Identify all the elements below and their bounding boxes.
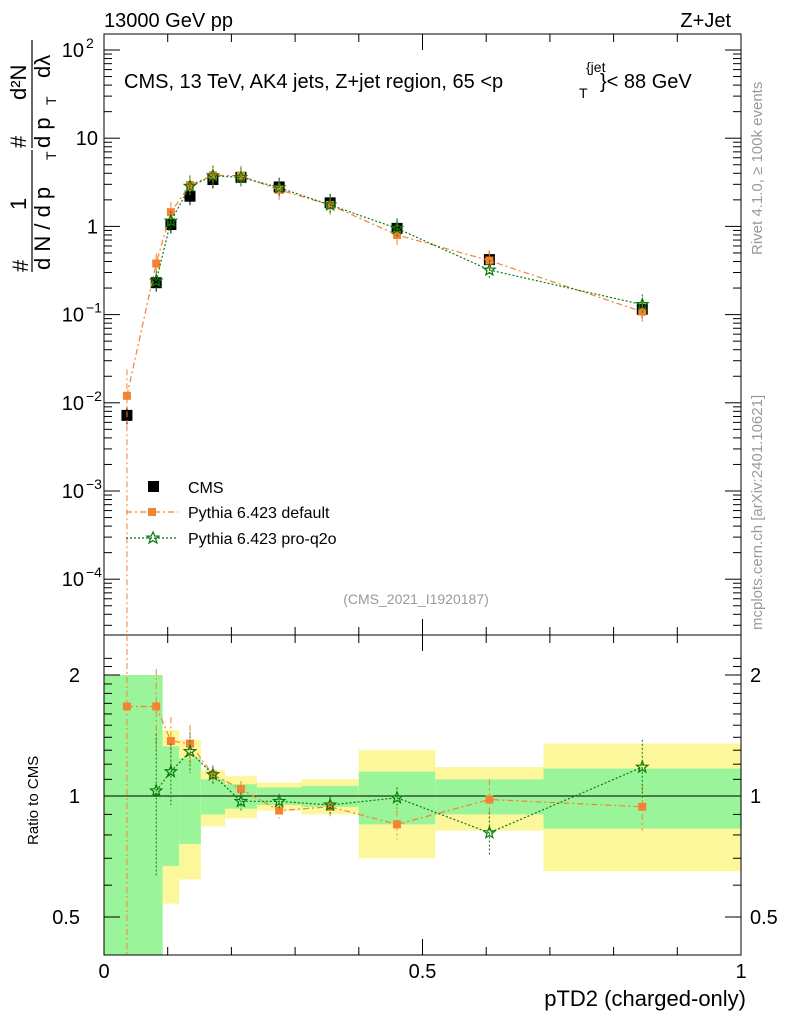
x-tick-label: 0	[98, 961, 109, 983]
chart-title-sub: T	[579, 85, 588, 101]
ratio-band-inner	[179, 758, 201, 844]
y-tick-label: 10	[62, 40, 84, 62]
proq2o-data-point	[233, 169, 249, 184]
ratio-uncertainty-bands	[104, 675, 741, 955]
ratio-default-point	[275, 806, 284, 815]
x-axis-label: pTD2 (charged-only)	[544, 986, 746, 1011]
y-tick-exponent: −3	[86, 476, 102, 492]
proq2o-data-point	[322, 197, 338, 212]
ratio-default-point	[152, 702, 161, 711]
ylabel-dn-dpt-sub: T	[43, 151, 59, 160]
legend-label-cms: CMS	[188, 480, 224, 497]
ratio-proq2o-point	[322, 797, 338, 812]
ratio-proq2o-point	[482, 825, 497, 839]
ratio-proq2o-point	[271, 793, 287, 808]
main-line-proq2o	[155, 175, 643, 306]
ratio-band-inner	[200, 779, 226, 815]
ylabel-dpt-sub: T	[43, 96, 59, 105]
proq2o-data-point	[205, 168, 221, 182]
ylabel-hash-1: #	[8, 259, 33, 272]
x-tick-label: 1	[735, 961, 746, 983]
proq2o-data-point	[634, 296, 650, 311]
ylabel-dpt: d p	[30, 117, 55, 148]
proq2o-data-point	[482, 262, 497, 277]
ratio-series	[122, 635, 650, 955]
ylabel-hash-2: #	[6, 135, 31, 148]
ratio-y-axis-label: Ratio to CMS	[25, 756, 42, 845]
ratio-proq2o-point	[182, 743, 198, 758]
analysis-watermark: (CMS_2021_I1920187)	[343, 591, 489, 607]
ylabel-dn-dpt: d N / d p	[30, 187, 55, 270]
y-tick-exponent: −2	[86, 388, 102, 404]
ratio-tick-label-right: 2	[750, 665, 761, 687]
ratio-proq2o-point	[389, 790, 405, 804]
mcplots-label: mcplots.cern.ch [arXiv:2401.10621]	[749, 395, 766, 630]
proq2o-data-point	[163, 213, 179, 228]
legend-marker-cms	[148, 481, 159, 492]
y-tick-label: 10	[62, 393, 84, 415]
ratio-default-point	[326, 802, 335, 811]
default-data-point	[122, 391, 131, 400]
legend-marker-proq2o	[145, 530, 161, 545]
ratio-band-inner	[104, 675, 150, 955]
main-line-default	[126, 174, 643, 396]
main-y-axis-label: # 1 d N / d p T # d²N d p T dλ	[6, 40, 59, 272]
legend: CMS Pythia 6.423 default Pythia 6.423 pr…	[126, 480, 337, 548]
y-tick-exponent: −1	[86, 300, 102, 316]
default-data-point	[152, 259, 161, 268]
rivet-version-label: Rivet 4.1.0, ≥ 100k events	[749, 82, 766, 255]
proq2o-data-point	[389, 220, 405, 235]
ratio-tick-label: 0.5	[52, 907, 80, 929]
cms-data-point	[150, 277, 162, 289]
chart-title-main: CMS, 13 TeV, AK4 jets, Z+jet region, 65 …	[124, 71, 503, 93]
ratio-default-point	[166, 737, 175, 746]
ratio-default-point	[122, 702, 131, 711]
y-tick-label: 10	[76, 128, 98, 150]
ratio-default-point	[485, 795, 494, 804]
proq2o-data-point	[182, 178, 198, 193]
legend-label-default: Pythia 6.423 default	[188, 505, 330, 522]
ratio-tick-label: 1	[69, 786, 80, 808]
ylabel-dlambda: dλ	[30, 55, 55, 78]
legend-marker-default	[148, 508, 156, 516]
header-right-label: Z+Jet	[680, 10, 731, 32]
main-series	[121, 165, 650, 635]
ratio-band-inner	[162, 746, 180, 866]
cms-data-point	[184, 190, 196, 202]
ratio-default-point	[393, 820, 402, 829]
ratio-tick-label: 2	[69, 665, 80, 687]
y-tick-label: 10	[62, 569, 84, 591]
x-tick-label: 0.5	[409, 961, 437, 983]
ratio-proq2o-point	[634, 759, 650, 774]
header-left-label: 13000 GeV pp	[104, 10, 233, 32]
legend-label-proq2o: Pythia 6.423 pro-q2o	[188, 531, 337, 548]
ratio-proq2o-point	[205, 767, 221, 781]
chart-title-sup: {jet	[586, 59, 606, 75]
ratio-proq2o-point	[233, 793, 249, 808]
proq2o-data-point	[271, 180, 287, 194]
proq2o-data-point	[148, 273, 164, 288]
ratio-tick-label-right: 1	[750, 786, 761, 808]
ratio-line-proq2o	[155, 750, 643, 834]
ratio-proq2o-point	[148, 783, 164, 798]
ylabel-d2n: d²N	[6, 65, 31, 100]
y-tick-label: 10	[62, 481, 84, 503]
ylabel-one: 1	[6, 198, 31, 210]
chart-title-tail: }< 88 GeV	[600, 71, 692, 93]
ratio-default-point	[638, 802, 647, 811]
y-tick-exponent: −4	[86, 564, 102, 580]
ratio-default-point	[236, 785, 245, 794]
y-tick-label: 1	[87, 216, 98, 238]
ratio-proq2o-point	[163, 763, 179, 778]
ratio-default-point	[185, 739, 194, 748]
y-tick-label: 10	[62, 305, 84, 327]
y-tick-exponent: 2	[86, 35, 94, 51]
ratio-tick-label-right: 0.5	[750, 907, 778, 929]
chart-title: CMS, 13 TeV, AK4 jets, Z+jet region, 65 …	[124, 59, 692, 101]
